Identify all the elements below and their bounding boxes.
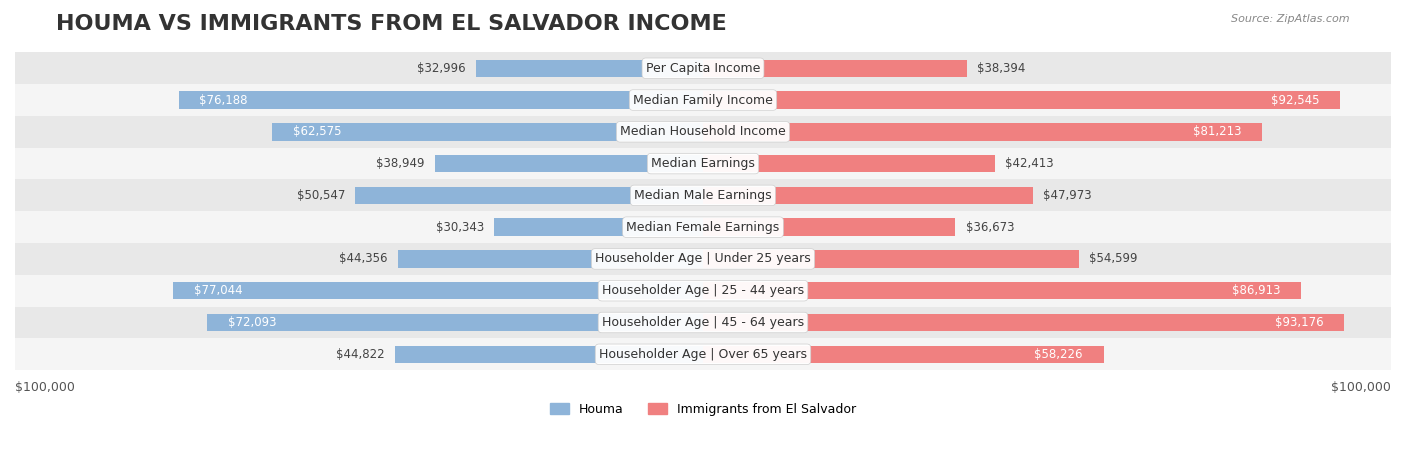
Bar (15, 179, 1391, 211)
Text: Per Capita Income: Per Capita Income (645, 62, 761, 75)
Text: $81,213: $81,213 (1192, 125, 1241, 138)
Bar (703, 250, 1078, 268)
Text: Householder Age | Over 65 years: Householder Age | Over 65 years (599, 348, 807, 361)
Bar (15, 339, 1391, 370)
Text: $38,949: $38,949 (377, 157, 425, 170)
Text: $54,599: $54,599 (1090, 253, 1137, 265)
Bar (703, 346, 1104, 363)
Bar (703, 187, 1033, 204)
Bar (173, 282, 703, 299)
Bar (15, 116, 1391, 148)
Text: $42,413: $42,413 (1005, 157, 1053, 170)
Bar (703, 59, 967, 77)
Text: $100,000: $100,000 (15, 381, 75, 394)
Bar (15, 307, 1391, 339)
Text: $72,093: $72,093 (228, 316, 276, 329)
Bar (15, 275, 1391, 307)
Text: HOUMA VS IMMIGRANTS FROM EL SALVADOR INCOME: HOUMA VS IMMIGRANTS FROM EL SALVADOR INC… (56, 14, 727, 34)
Bar (273, 123, 703, 141)
Bar (495, 219, 703, 236)
Text: $36,673: $36,673 (966, 221, 1014, 234)
Bar (15, 84, 1391, 116)
Bar (477, 59, 703, 77)
Bar (703, 219, 955, 236)
Text: $92,545: $92,545 (1271, 93, 1319, 106)
Bar (703, 282, 1301, 299)
Text: $44,822: $44,822 (336, 348, 384, 361)
Text: $86,913: $86,913 (1232, 284, 1281, 297)
Bar (703, 91, 1340, 109)
Text: $76,188: $76,188 (200, 93, 247, 106)
Text: $38,394: $38,394 (977, 62, 1026, 75)
Bar (15, 243, 1391, 275)
Text: Median Household Income: Median Household Income (620, 125, 786, 138)
Text: $62,575: $62,575 (292, 125, 342, 138)
Text: $58,226: $58,226 (1035, 348, 1083, 361)
Text: $77,044: $77,044 (194, 284, 242, 297)
Legend: Houma, Immigrants from El Salvador: Houma, Immigrants from El Salvador (544, 398, 862, 421)
Text: Householder Age | 45 - 64 years: Householder Age | 45 - 64 years (602, 316, 804, 329)
Bar (207, 314, 703, 331)
Text: $93,176: $93,176 (1275, 316, 1323, 329)
Bar (703, 155, 995, 172)
Text: Householder Age | 25 - 44 years: Householder Age | 25 - 44 years (602, 284, 804, 297)
Bar (398, 250, 703, 268)
Text: Median Earnings: Median Earnings (651, 157, 755, 170)
Text: $100,000: $100,000 (1331, 381, 1391, 394)
Bar (356, 187, 703, 204)
Bar (703, 123, 1261, 141)
Text: $50,547: $50,547 (297, 189, 344, 202)
Text: $30,343: $30,343 (436, 221, 484, 234)
Bar (434, 155, 703, 172)
Bar (179, 91, 703, 109)
Text: $32,996: $32,996 (418, 62, 465, 75)
Text: Median Female Earnings: Median Female Earnings (627, 221, 779, 234)
Text: $47,973: $47,973 (1043, 189, 1092, 202)
Text: $44,356: $44,356 (339, 253, 388, 265)
Bar (15, 148, 1391, 179)
Text: Median Family Income: Median Family Income (633, 93, 773, 106)
Text: Median Male Earnings: Median Male Earnings (634, 189, 772, 202)
Text: Householder Age | Under 25 years: Householder Age | Under 25 years (595, 253, 811, 265)
Bar (395, 346, 703, 363)
Bar (15, 52, 1391, 84)
Bar (703, 314, 1344, 331)
Text: Source: ZipAtlas.com: Source: ZipAtlas.com (1232, 14, 1350, 24)
Bar (15, 211, 1391, 243)
